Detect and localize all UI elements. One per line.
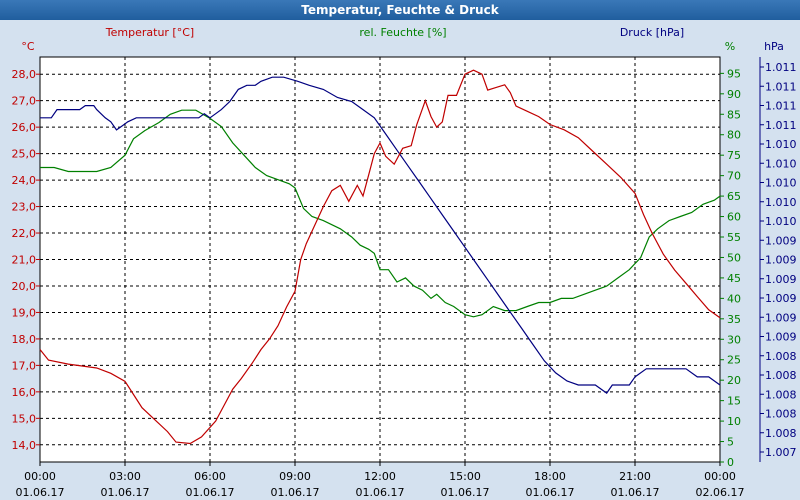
x-tick-time: 12:00	[364, 470, 396, 483]
x-tick-date: 01.06.17	[186, 486, 235, 499]
pressure-tick-label: 1.008	[765, 388, 797, 401]
pressure-tick-label: 1.007	[765, 446, 797, 459]
series-lines	[39, 69, 721, 445]
x-tick-date: 01.06.17	[611, 486, 660, 499]
temp-tick-label: 24,0	[12, 174, 37, 187]
humidity-legend-label: rel. Feuchte [%]	[359, 26, 446, 39]
temp-tick-label: 21,0	[12, 254, 37, 267]
temp-tick-label: 25,0	[12, 148, 37, 161]
pressure-legend-label: Druck [hPa]	[620, 26, 684, 39]
x-tick-date: 02.06.17	[696, 486, 745, 499]
pressure-tick-label: 1.011	[765, 80, 797, 93]
grid	[40, 57, 720, 462]
temperature-unit-label: °C	[21, 40, 35, 53]
pressure-tick-label: 1.011	[765, 119, 797, 132]
humidity-tick-label: 30	[727, 333, 741, 346]
humidity-tick-label: 70	[727, 170, 741, 183]
humidity-tick-label: 20	[727, 374, 741, 387]
pressure-tick-label: 1.009	[765, 331, 797, 344]
chart-title: Temperatur, Feuchte & Druck	[0, 0, 800, 20]
humidity-tick-label: 10	[727, 415, 741, 428]
x-tick-date: 01.06.17	[356, 486, 405, 499]
humidity-tick-label: 40	[727, 292, 741, 305]
pressure-tick-label: 1.009	[765, 292, 797, 305]
x-tick-time: 00:00	[24, 470, 56, 483]
humidity-tick-label: 95	[727, 67, 741, 80]
x-tick-time: 03:00	[109, 470, 141, 483]
humidity-tick-label: 15	[727, 395, 741, 408]
pressure-tick-label: 1.010	[765, 138, 797, 151]
temp-tick-label: 14,0	[12, 439, 37, 452]
pressure-tick-label: 1.010	[765, 196, 797, 209]
pressure-tick-label: 1.011	[765, 61, 797, 74]
pressure-tick-label: 1.009	[765, 311, 797, 324]
x-tick-date: 01.06.17	[441, 486, 490, 499]
pressure-tick-label: 1.009	[765, 234, 797, 247]
x-tick-date: 01.06.17	[101, 486, 150, 499]
pressure-tick-label: 1.011	[765, 100, 797, 113]
temp-tick-label: 16,0	[12, 386, 37, 399]
x-tick-time: 21:00	[619, 470, 651, 483]
humidity-tick-label: 80	[727, 129, 741, 142]
humidity-tick-label: 55	[727, 231, 741, 244]
temp-tick-label: 19,0	[12, 306, 37, 319]
temp-tick-label: 18,0	[12, 333, 37, 346]
x-tick-date: 01.06.17	[526, 486, 575, 499]
temp-tick-label: 15,0	[12, 412, 37, 425]
x-tick-time: 15:00	[449, 470, 481, 483]
humidity-tick-label: 0	[727, 456, 734, 469]
x-tick-time: 00:00	[704, 470, 736, 483]
temperature-legend-label: Temperatur [°C]	[105, 26, 194, 39]
pressure-tick-label: 1.009	[765, 254, 797, 267]
humidity-unit-label: %	[725, 40, 735, 53]
x-tick-time: 09:00	[279, 470, 311, 483]
pressure-tick-label: 1.010	[765, 157, 797, 170]
pressure-unit-label: hPa	[764, 40, 784, 53]
pressure-tick-label: 1.008	[765, 350, 797, 363]
pressure-tick-label: 1.008	[765, 427, 797, 440]
humidity-tick-label: 50	[727, 251, 741, 264]
temp-tick-label: 20,0	[12, 280, 37, 293]
pressure-tick-label: 1.009	[765, 273, 797, 286]
humidity-tick-label: 35	[727, 313, 741, 326]
temperature-line	[39, 69, 721, 445]
humidity-tick-label: 90	[727, 88, 741, 101]
temp-tick-label: 17,0	[12, 359, 37, 372]
humidity-tick-label: 5	[727, 436, 734, 449]
x-tick-time: 06:00	[194, 470, 226, 483]
temp-tick-label: 27,0	[12, 95, 37, 108]
temp-tick-label: 26,0	[12, 121, 37, 134]
humidity-tick-label: 45	[727, 272, 741, 285]
x-tick-time: 18:00	[534, 470, 566, 483]
temp-tick-label: 28,0	[12, 68, 37, 81]
humidity-tick-label: 65	[727, 190, 741, 203]
pressure-tick-label: 1.010	[765, 177, 797, 190]
pressure-tick-label: 1.008	[765, 408, 797, 421]
humidity-tick-label: 25	[727, 354, 741, 367]
pressure-tick-label: 1.008	[765, 369, 797, 382]
axes: 14,0 15,0 16,0 17,0 18,0 19,0 20,0 21,0 22,0 23,0…	[12, 57, 797, 499]
temp-tick-label: 22,0	[12, 227, 37, 240]
pressure-tick-label: 1.010	[765, 215, 797, 228]
x-tick-date: 01.06.17	[16, 486, 65, 499]
x-tick-date: 01.06.17	[271, 486, 320, 499]
humidity-tick-label: 60	[727, 211, 741, 224]
temp-tick-label: 23,0	[12, 201, 37, 214]
humidity-tick-label: 85	[727, 108, 741, 121]
chart-svg: 14,0 15,0 16,0 17,0 18,0 19,0 20,0 21,0 22,0 23,0…	[12, 26, 797, 499]
humidity-line	[40, 109, 721, 318]
pressure-line	[40, 76, 721, 394]
humidity-tick-label: 75	[727, 149, 741, 162]
